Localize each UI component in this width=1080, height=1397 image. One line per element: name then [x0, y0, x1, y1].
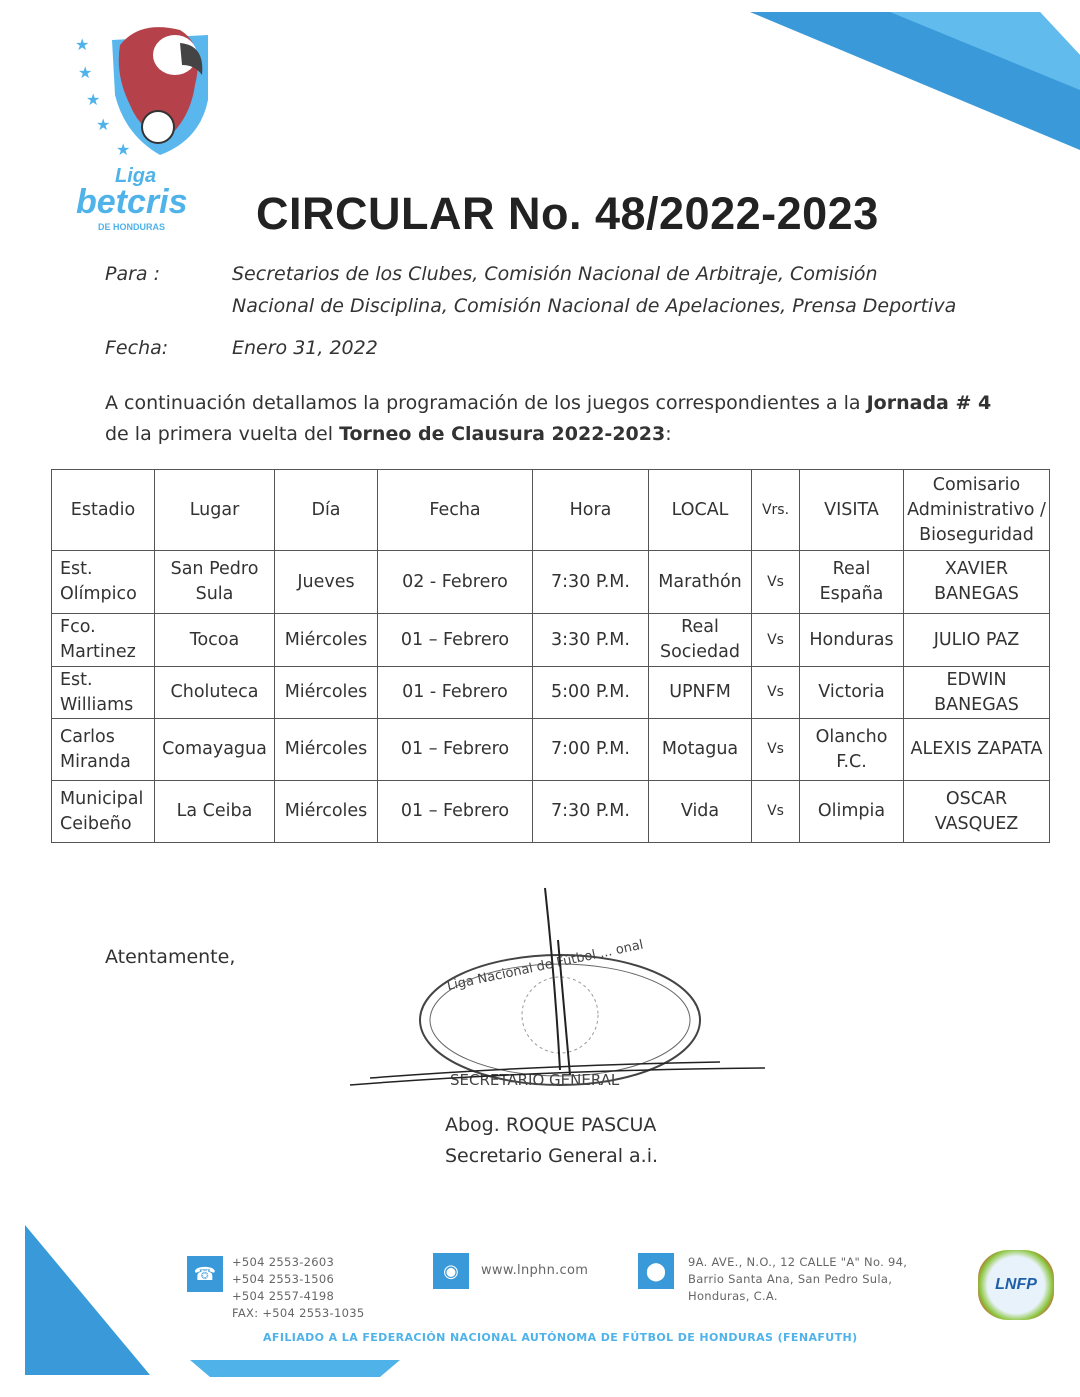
table-cell: 7:30 P.M.: [532, 780, 649, 843]
footer-decoration: [25, 1225, 400, 1377]
table-cell: UPNFM: [648, 666, 752, 719]
table-cell: XAVIER BANEGAS: [903, 550, 1050, 614]
table-cell: Est. Olímpico: [51, 550, 155, 614]
header-cell: Vrs.: [751, 469, 800, 551]
table-cell: Victoria: [799, 666, 904, 719]
corner-decoration: [750, 12, 1080, 150]
footer-address: 9A. AVE., N.O., 12 CALLE "A" No. 94, Barr…: [688, 1255, 908, 1303]
table-cell: Vida: [648, 780, 752, 843]
header-cell: Fecha: [377, 469, 533, 551]
fecha-value: Enero 31, 2022: [232, 337, 378, 359]
table-cell: Vs: [751, 718, 800, 781]
parrot-shield-icon: ★ ★ ★ ★ ★: [75, 27, 208, 159]
table-cell: 01 - Febrero: [377, 666, 533, 719]
table-cell: Fco. Martinez: [51, 613, 155, 667]
signer-name: Abog. ROQUE PASCUA: [445, 1114, 657, 1136]
table-cell: EDWIN BANEGAS: [903, 666, 1050, 719]
table-cell: Municipal Ceibeño: [51, 780, 155, 843]
table-header-row: Estadio Lugar Día Fecha Hora LOCAL Vrs. …: [51, 469, 1050, 551]
table-row: Est. Olímpico San Pedro Sula Jueves 02 - Fe…: [51, 550, 1050, 614]
para-line-1: Secretarios de los Clubes, Comisión Naci…: [232, 263, 878, 285]
table-row: Fco. Martinez Tocoa Miércoles 01 – Febrero 3…: [51, 613, 1050, 667]
table-cell: Olimpia: [799, 780, 904, 843]
table-cell: Carlos Miranda: [51, 718, 155, 781]
table-cell: OSCAR VASQUEZ: [903, 780, 1050, 843]
para-label: Para :: [105, 263, 160, 285]
fecha-label: Fecha:: [105, 337, 169, 359]
stamp-text-top: Liga Nacional de Fútbol ... onal: [446, 938, 645, 994]
svg-text:★: ★: [96, 115, 110, 134]
lnfp-logo: LNFP: [978, 1250, 1054, 1320]
table-cell: Miércoles: [274, 718, 378, 781]
table-cell: Comayagua: [154, 718, 275, 781]
svg-text:★: ★: [78, 63, 92, 82]
table-cell: Real Sociedad: [648, 613, 752, 667]
table-cell: 01 – Febrero: [377, 780, 533, 843]
header-cell: LOCAL: [648, 469, 752, 551]
table-row: Est. Williams Choluteca Miércoles 01 - Febr…: [51, 666, 1050, 719]
para-line-2: Nacional de Disciplina, Comisión Naciona…: [232, 295, 957, 317]
svg-text:★: ★: [75, 35, 89, 54]
official-stamp-signature: Liga Nacional de Fútbol ... onal SECRETA…: [349, 887, 766, 1089]
footer-website[interactable]: www.lnphn.com: [481, 1263, 589, 1278]
table-cell: 02 - Febrero: [377, 550, 533, 614]
location-pin-icon: ⬤: [638, 1253, 674, 1289]
header-cell: Hora: [532, 469, 649, 551]
table-cell: San Pedro Sula: [154, 550, 275, 614]
table-cell: 01 – Febrero: [377, 613, 533, 667]
table-cell: Real España: [799, 550, 904, 614]
footer-affiliation: AFILIADO A LA FEDERACIÓN NACIONAL AUTÓNO…: [263, 1331, 858, 1344]
table-cell: La Ceiba: [154, 780, 275, 843]
schedule-table: Estadio Lugar Día Fecha Hora LOCAL Vrs. …: [51, 469, 1050, 843]
table-cell: Marathón: [648, 550, 752, 614]
table-cell: Jueves: [274, 550, 378, 614]
svg-text:★: ★: [116, 140, 130, 159]
table-row: Municipal Ceibeño La Ceiba Miércoles 01 – F…: [51, 780, 1050, 843]
table-cell: Tocoa: [154, 613, 275, 667]
phone-icon: ☎: [187, 1256, 223, 1292]
table-cell: Est. Williams: [51, 666, 155, 719]
header-cell: VISITA: [799, 469, 904, 551]
table-cell: Vs: [751, 780, 800, 843]
header-cell: Día: [274, 469, 378, 551]
table-cell: JULIO PAZ: [903, 613, 1050, 667]
table-cell: Olancho F.C.: [799, 718, 904, 781]
page-title: CIRCULAR No. 48/2022-2023: [256, 188, 879, 239]
table-cell: ALEXIS ZAPATA: [903, 718, 1050, 781]
header-cell: Estadio: [51, 469, 155, 551]
table-cell: 01 – Febrero: [377, 718, 533, 781]
table-row: Carlos Miranda Comayagua Miércoles 01 – Feb…: [51, 718, 1050, 781]
intro-paragraph: A continuación detallamos la programació…: [105, 392, 992, 445]
table-cell: Choluteca: [154, 666, 275, 719]
table-cell: Vs: [751, 550, 800, 614]
table-cell: Vs: [751, 613, 800, 667]
header-cell: Comisario Administrativo / Bioseguridad: [903, 469, 1050, 551]
table-cell: Motagua: [648, 718, 752, 781]
signer-title: Secretario General a.i.: [445, 1145, 659, 1167]
table-cell: Miércoles: [274, 666, 378, 719]
table-cell: 7:00 P.M.: [532, 718, 649, 781]
table-cell: 3:30 P.M.: [532, 613, 649, 667]
closing: Atentamente,: [105, 946, 236, 968]
svg-text:★: ★: [86, 90, 100, 109]
liga-betcris-logo: ★ ★ ★ ★ ★ Liga betcris DE HONDURAS: [70, 15, 220, 235]
table-cell: 5:00 P.M.: [532, 666, 649, 719]
footer-phones: +504 2553-2603 +504 2553-1506 +504 2557-41…: [232, 1255, 365, 1320]
table-cell: Honduras: [799, 613, 904, 667]
table-cell: Miércoles: [274, 613, 378, 667]
globe-icon: ◉: [433, 1253, 469, 1289]
table-cell: Vs: [751, 666, 800, 719]
header-cell: Lugar: [154, 469, 275, 551]
table-cell: 7:30 P.M.: [532, 550, 649, 614]
table-cell: Miércoles: [274, 780, 378, 843]
